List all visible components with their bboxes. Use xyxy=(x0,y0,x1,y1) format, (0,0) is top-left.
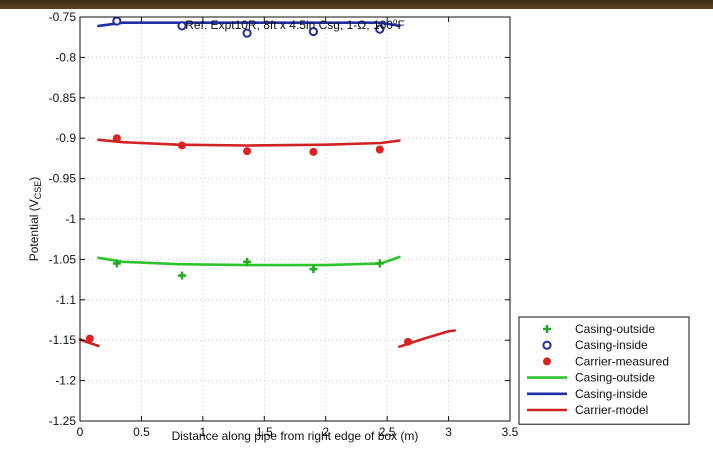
carrier-measured-point xyxy=(112,134,121,143)
casing-outside-legend-swatch xyxy=(543,325,551,333)
x-tick-label: 2 xyxy=(322,425,329,439)
legend-item: Casing-inside xyxy=(542,338,648,352)
legend-label: Carrier-measured xyxy=(575,354,669,368)
y-axis-label: Potential (VCSE) xyxy=(27,177,43,262)
casing-inside-point xyxy=(242,28,252,38)
carrier-model-line-segment xyxy=(97,138,401,147)
x-tick-label: 1 xyxy=(200,425,207,439)
y-tick-label: -0.75 xyxy=(49,10,77,24)
chart-svg: 0 0.5 1 1.5 2 2.5 3 3.5 -0.75 -0.8 -0.85 -0.9 -0.95 -… xyxy=(27,10,690,443)
axes: 0 0.5 1 1.5 2 2.5 3 3.5 -0.75 -0.8 -0.85 -0.9 -0.95 -… xyxy=(49,10,519,439)
casing-inside-legend-swatch xyxy=(542,340,552,350)
legend-item: Casing-outside xyxy=(527,371,655,385)
y-tick-label: -1 xyxy=(65,212,76,226)
casing-outside-point xyxy=(243,257,252,266)
legend-item: Carrier-measured xyxy=(543,354,669,368)
x-tick-label: 3 xyxy=(445,425,452,439)
legend-box xyxy=(518,316,690,425)
y-tick-label: -1.25 xyxy=(49,414,77,428)
y-tick-label: -0.95 xyxy=(49,172,77,186)
chart-title: Ref: Expt10R, 8ft x 4.5in Csg, 1-Ω, 160o… xyxy=(185,17,405,32)
legend-label: Carrier-model xyxy=(575,403,648,417)
x-tick-label: 1.5 xyxy=(256,425,273,439)
casing-inside-point xyxy=(112,16,122,26)
carrier-measured-legend-swatch xyxy=(543,357,551,366)
plot-area xyxy=(80,17,510,421)
legend-label: Casing-outside xyxy=(575,371,655,385)
casing-outside-point xyxy=(177,271,186,280)
carrier-measured-point xyxy=(177,141,186,150)
legend-label: Casing-inside xyxy=(575,338,648,352)
casing-inside-point xyxy=(375,24,385,34)
casing-outside-point xyxy=(375,259,384,268)
x-axis-label: Distance along pipe from right edge of b… xyxy=(172,429,419,443)
legend-item: Carrier-model xyxy=(527,403,648,417)
y-tick-label: -1.2 xyxy=(55,374,76,388)
y-tick-label: -0.9 xyxy=(55,131,76,145)
x-tick-label: 0 xyxy=(77,425,84,439)
legend-item: Casing-outside xyxy=(543,322,655,336)
legend-label: Casing-outside xyxy=(575,322,655,336)
y-tick-label: -1.05 xyxy=(49,252,77,266)
casing-inside-point xyxy=(177,21,187,31)
casing-inside-point xyxy=(308,26,319,37)
series-markers xyxy=(85,16,413,346)
carrier-measured-point xyxy=(85,334,94,343)
x-tick-label: 0.5 xyxy=(133,425,150,439)
legend: Casing-outside Casing-inside Carrier-measu… xyxy=(518,316,690,425)
casing-inside-line-segment xyxy=(97,21,401,28)
y-tick-label: -1.15 xyxy=(49,333,77,347)
y-tick-label: -0.8 xyxy=(55,50,76,64)
y-tick-label: -0.85 xyxy=(49,91,77,105)
y-tick-label: -1.1 xyxy=(55,293,76,307)
carrier-measured-point xyxy=(309,147,318,156)
legend-item: Casing-inside xyxy=(527,387,648,401)
casing-outside-point xyxy=(309,265,318,274)
x-tick-label: 2.5 xyxy=(379,425,396,439)
carrier-measured-point xyxy=(375,145,384,154)
carrier-measured-point xyxy=(243,147,252,156)
x-tick-label: 3.5 xyxy=(502,425,519,439)
casing-outside-point xyxy=(112,259,121,268)
carrier-measured-point xyxy=(404,337,413,346)
legend-label: Casing-inside xyxy=(575,387,648,401)
figure: 0 0.5 1 1.5 2 2.5 3 3.5 -0.75 -0.8 -0.85 -0.9 -0.95 -… xyxy=(0,9,713,472)
